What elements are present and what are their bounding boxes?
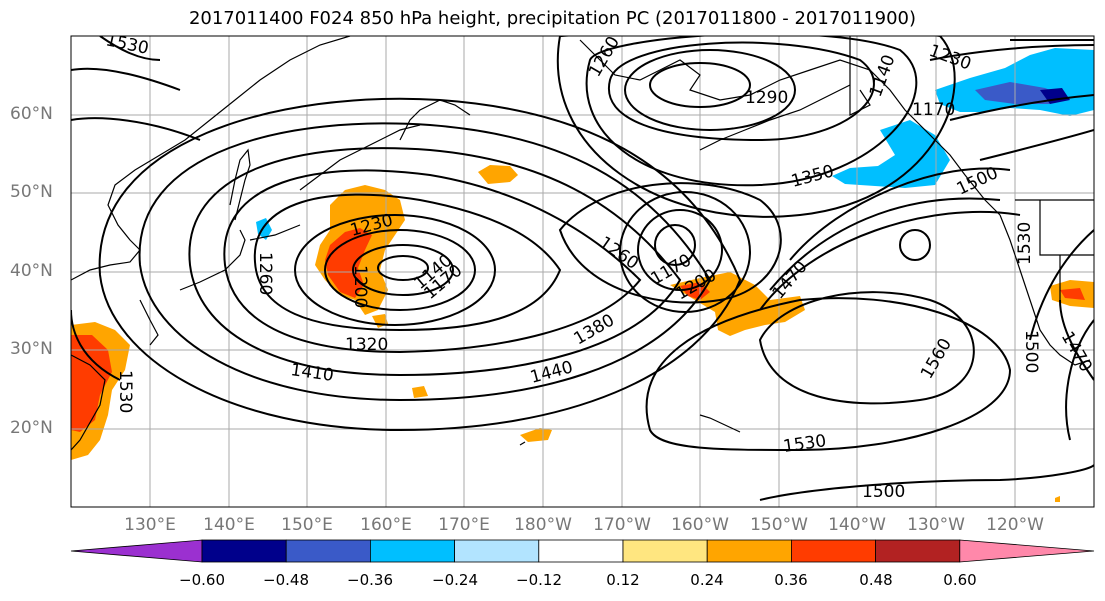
colorbar-cell-0 bbox=[70, 539, 203, 563]
colorbar-cell-7 bbox=[706, 539, 792, 563]
colorbar-label: −0.60 bbox=[179, 571, 225, 589]
colorbar-label: −0.12 bbox=[516, 571, 562, 589]
colorbar bbox=[70, 539, 1095, 563]
colorbar-cell-6 bbox=[622, 539, 708, 563]
lon-label: 160°W bbox=[671, 515, 729, 535]
lon-label: 170°E bbox=[438, 515, 490, 535]
colorbar-label: −0.24 bbox=[432, 571, 478, 589]
colorbar-cell-4 bbox=[454, 539, 540, 563]
lon-label: 140°E bbox=[203, 515, 255, 535]
colorbar-cell-3 bbox=[369, 539, 455, 563]
lon-label: 140°W bbox=[828, 515, 886, 535]
svg-text:1200: 1200 bbox=[350, 265, 370, 308]
svg-text:1530: 1530 bbox=[1015, 222, 1035, 265]
lon-label: 150°W bbox=[750, 515, 808, 535]
lon-label: 150°E bbox=[281, 515, 333, 535]
svg-text:1500: 1500 bbox=[862, 482, 905, 502]
svg-text:1530: 1530 bbox=[115, 370, 135, 413]
colorbar-cell-10 bbox=[959, 539, 1095, 563]
colorbar-label: 0.36 bbox=[774, 571, 808, 589]
map-frame bbox=[70, 35, 1095, 508]
lon-label: 130°W bbox=[907, 515, 965, 535]
lon-label: 180°W bbox=[514, 515, 572, 535]
colorbar-cell-9 bbox=[875, 539, 961, 563]
lat-label: 50°N bbox=[10, 182, 53, 202]
lat-label: 20°N bbox=[10, 418, 53, 438]
svg-text:1320: 1320 bbox=[345, 335, 388, 355]
colorbar-cell-2 bbox=[285, 539, 371, 563]
colorbar-label: 0.12 bbox=[606, 571, 640, 589]
map-title: 2017011400 F024 850 hPa height, precipit… bbox=[188, 8, 917, 29]
svg-text:1170: 1170 bbox=[912, 100, 955, 120]
colorbar-label: −0.36 bbox=[347, 571, 393, 589]
svg-text:1260: 1260 bbox=[255, 252, 275, 295]
lat-label: 60°N bbox=[10, 104, 53, 124]
colorbar-label: 0.60 bbox=[943, 571, 977, 589]
lat-label: 30°N bbox=[10, 339, 53, 359]
colorbar-cell-5 bbox=[538, 539, 624, 563]
svg-text:1290: 1290 bbox=[745, 88, 788, 108]
colorbar-label: 0.24 bbox=[690, 571, 724, 589]
svg-text:1500: 1500 bbox=[1021, 330, 1041, 373]
height-contours bbox=[71, 36, 1094, 501]
coastlines bbox=[71, 36, 1094, 451]
lon-label: 130°E bbox=[124, 515, 176, 535]
colorbar-cell-1 bbox=[201, 539, 287, 563]
colorbar-label: 0.48 bbox=[859, 571, 893, 589]
lon-label: 160°E bbox=[360, 515, 412, 535]
precipitation-shading bbox=[71, 48, 1094, 502]
colorbar-label: −0.48 bbox=[263, 571, 309, 589]
colorbar-cell-8 bbox=[791, 539, 877, 563]
lon-label: 170°W bbox=[593, 515, 651, 535]
lon-label: 120°W bbox=[986, 515, 1044, 535]
lat-label: 40°N bbox=[10, 261, 53, 281]
